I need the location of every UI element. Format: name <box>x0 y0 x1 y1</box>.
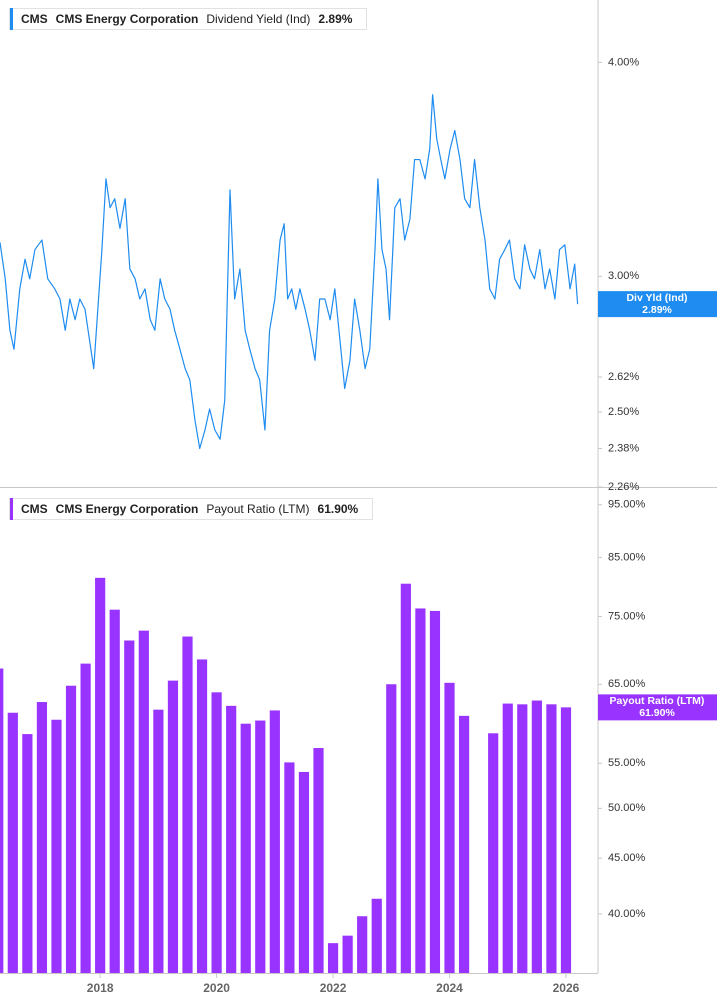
bar <box>400 583 411 973</box>
price-tag-value: 2.89% <box>642 304 672 316</box>
legend-swatch <box>10 8 13 30</box>
legend: CMS CMS Energy Corporation Dividend Yield … <box>9 8 368 30</box>
bar <box>226 705 237 973</box>
y-tick-label: 2.38% <box>608 442 639 454</box>
bar <box>342 935 353 973</box>
price-tag-value: 61.90% <box>639 707 675 719</box>
legend-metric: Dividend Yield (Ind) <box>206 12 311 26</box>
x-tick-label: 2020 <box>203 981 230 995</box>
bar <box>182 636 193 973</box>
x-tick-label: 2026 <box>553 981 580 995</box>
bar <box>269 710 280 973</box>
price-tag-label: Payout Ratio (LTM) <box>610 695 705 707</box>
y-tick-label: 2.50% <box>608 406 639 418</box>
plot-area <box>0 94 579 450</box>
y-tick-label: 50.00% <box>608 802 646 814</box>
bar <box>153 709 164 973</box>
legend: CMS CMS Energy Corporation Payout Ratio (L… <box>9 498 374 520</box>
legend-metric: Payout Ratio (LTM) <box>206 502 310 516</box>
y-tick-label: 95.00% <box>608 499 646 511</box>
y-tick-label: 2.62% <box>608 371 639 383</box>
data-line <box>0 94 579 450</box>
x-tick-label: 2024 <box>436 981 463 995</box>
bar <box>429 610 441 973</box>
bar <box>0 668 4 973</box>
bar <box>517 704 528 973</box>
bar <box>240 723 251 973</box>
x-tick-label: 2022 <box>320 981 347 995</box>
y-tick-label: 65.00% <box>608 678 646 690</box>
bar <box>167 680 179 973</box>
plot-area <box>0 577 572 973</box>
bar <box>65 685 77 973</box>
bar <box>22 734 33 973</box>
legend-company: CMS Energy Corporation <box>55 12 199 26</box>
bar <box>327 943 339 973</box>
legend-swatch <box>10 498 13 520</box>
y-tick-label: 85.00% <box>608 551 646 563</box>
bar <box>51 719 62 973</box>
bar <box>546 704 557 973</box>
bar <box>458 715 470 973</box>
bar <box>80 663 91 973</box>
bar <box>313 748 324 973</box>
legend-ticker: CMS <box>21 12 48 26</box>
bar <box>284 762 295 973</box>
price-tag <box>598 694 717 721</box>
bar <box>502 703 513 973</box>
y-tick-label: 4.00% <box>608 56 639 68</box>
bar <box>386 684 397 973</box>
price-tag <box>598 291 717 318</box>
y-tick-label: 2.26% <box>608 481 639 493</box>
legend-ticker: CMS <box>21 502 48 516</box>
bar <box>7 712 18 973</box>
x-tick-label: 2018 <box>87 981 114 995</box>
y-tick-label: 40.00% <box>608 908 646 920</box>
legend-company: CMS Energy Corporation <box>55 502 199 516</box>
legend-value: 2.89% <box>318 12 353 26</box>
y-tick-label: 75.00% <box>608 610 646 622</box>
bar <box>371 898 382 973</box>
bar <box>357 916 368 973</box>
bar <box>488 733 499 973</box>
y-tick-label: 55.00% <box>608 757 646 769</box>
bar <box>138 630 149 973</box>
bar <box>298 771 310 973</box>
y-tick-label: 3.00% <box>608 270 639 282</box>
bar <box>211 692 222 973</box>
legend-value: 61.90% <box>317 502 359 516</box>
y-tick-label: 45.00% <box>608 852 646 864</box>
bar <box>196 659 208 973</box>
bar <box>560 707 572 973</box>
bar <box>255 720 266 973</box>
bar <box>36 702 48 973</box>
bar <box>109 609 120 973</box>
price-tag-label: Div Yld (Ind) <box>626 292 687 304</box>
bar <box>95 577 106 973</box>
bar <box>531 700 542 973</box>
bar <box>415 608 426 973</box>
bar <box>124 640 135 973</box>
bar <box>444 682 455 973</box>
